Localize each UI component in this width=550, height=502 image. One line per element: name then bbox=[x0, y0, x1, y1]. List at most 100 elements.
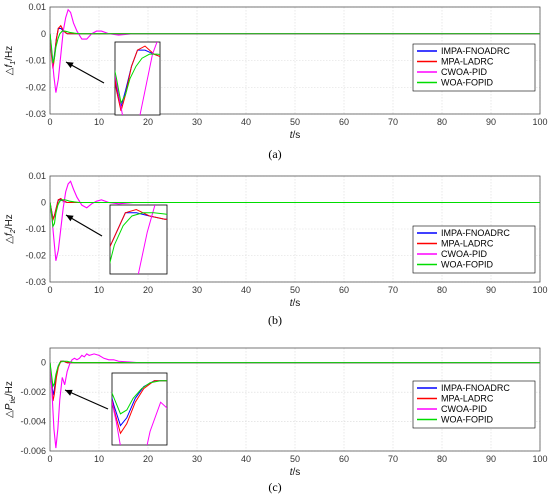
series-line-cwoa-pid bbox=[50, 8, 540, 93]
y-label-subscript: tie bbox=[10, 396, 17, 404]
inset-series-line-mpa-ladrc bbox=[115, 45, 160, 112]
arrow-head bbox=[66, 62, 74, 69]
x-tick-label: 70 bbox=[388, 285, 398, 295]
x-tick-label: 20 bbox=[143, 285, 153, 295]
inset-series-line-woa-fopid bbox=[110, 212, 167, 265]
legend-label: WOA-FOPID bbox=[441, 260, 493, 270]
y-tick-label: 0 bbox=[41, 198, 46, 208]
x-tick-label: 50 bbox=[290, 117, 300, 127]
x-tick-label: 40 bbox=[241, 285, 251, 295]
series-line-woa-fopid bbox=[50, 199, 540, 229]
x-tick-label: 10 bbox=[94, 454, 104, 464]
x-label-unit: /s bbox=[293, 130, 301, 141]
legend-label: IMPA-FNOADRC bbox=[441, 46, 510, 56]
x-tick-label: 0 bbox=[47, 117, 52, 127]
inset-series-line-impa-fnoadrc bbox=[110, 212, 167, 248]
y-label-delta: △ bbox=[4, 67, 15, 75]
x-tick-label: 70 bbox=[388, 117, 398, 127]
chart-panel-b: 0 10 20 30 40 50 60 70 80 90 100 -0.03 -0.02 -0.01 0 0.… bbox=[4, 171, 548, 327]
plot-frame bbox=[49, 347, 541, 452]
legend-label: MPA-LADRC bbox=[441, 239, 494, 249]
x-tick-label: 90 bbox=[486, 285, 496, 295]
arrow-head bbox=[66, 215, 74, 222]
legend-label: IMPA-FNOADRC bbox=[441, 383, 510, 393]
y-tick-label: -0.02 bbox=[25, 251, 46, 261]
plot-frame bbox=[49, 175, 541, 283]
y-tick-label: -0.03 bbox=[25, 277, 46, 287]
legend-label: CWOA-PID bbox=[441, 67, 487, 77]
inset-series-line-mpa-ladrc bbox=[112, 380, 167, 435]
y-axis-label: △Ptie/Hz bbox=[4, 381, 17, 418]
legend-label: CWOA-PID bbox=[441, 249, 487, 259]
x-tick-label: 70 bbox=[388, 454, 398, 464]
y-tick-label: -0.002 bbox=[20, 387, 46, 397]
x-tick-label: 40 bbox=[241, 454, 251, 464]
x-tick-label: 80 bbox=[437, 285, 447, 295]
y-tick-label: -0.006 bbox=[20, 446, 46, 456]
legend-label: WOA-FOPID bbox=[441, 415, 493, 425]
x-label-symbol: t bbox=[290, 467, 294, 478]
y-label-unit: /Hz bbox=[4, 381, 15, 396]
y-axis-label: △f2/Hz bbox=[4, 214, 17, 243]
y-label-unit: /Hz bbox=[4, 214, 15, 229]
series-line-cwoa-pid bbox=[50, 353, 540, 449]
panel-caption: (b) bbox=[268, 313, 282, 327]
x-axis-label: t/s bbox=[290, 467, 301, 478]
y-tick-label: -0.004 bbox=[20, 417, 46, 427]
y-tick-label: 0 bbox=[41, 358, 46, 368]
plot-frame bbox=[49, 6, 541, 115]
y-axis-label: △f1/Hz bbox=[4, 46, 17, 75]
y-label-subscript: 1 bbox=[10, 61, 17, 65]
x-tick-label: 10 bbox=[94, 285, 104, 295]
y-tick-label: -0.02 bbox=[25, 82, 46, 92]
x-tick-label: 50 bbox=[290, 454, 300, 464]
y-label-symbol: f bbox=[4, 232, 15, 236]
x-tick-label: 0 bbox=[47, 454, 52, 464]
series-line-woa-fopid bbox=[50, 360, 540, 389]
x-label-unit: /s bbox=[293, 467, 301, 478]
x-label-symbol: t bbox=[290, 130, 294, 141]
y-tick-label: 0.01 bbox=[28, 171, 46, 181]
legend-label: WOA-FOPID bbox=[441, 78, 493, 88]
y-tick-label: -0.01 bbox=[25, 56, 46, 66]
legend-label: CWOA-PID bbox=[441, 404, 487, 414]
y-tick-label: -0.03 bbox=[25, 109, 46, 119]
panel-caption: (c) bbox=[268, 480, 281, 494]
x-label-symbol: t bbox=[290, 298, 294, 309]
y-tick-label: 0 bbox=[41, 29, 46, 39]
x-tick-label: 60 bbox=[339, 285, 349, 295]
y-label-subscript: 2 bbox=[10, 229, 17, 234]
x-tick-label: 40 bbox=[241, 117, 251, 127]
x-tick-label: 20 bbox=[143, 454, 153, 464]
x-tick-label: 30 bbox=[192, 454, 202, 464]
y-tick-label: 0.01 bbox=[28, 2, 46, 12]
x-tick-label: 10 bbox=[94, 117, 104, 127]
inset-series-line-woa-fopid bbox=[112, 380, 167, 415]
legend-label: MPA-LADRC bbox=[441, 57, 494, 67]
arrow-line bbox=[65, 61, 105, 84]
arrow-line bbox=[64, 389, 109, 410]
x-tick-label: 30 bbox=[192, 117, 202, 127]
inset-series-line-woa-fopid bbox=[115, 53, 160, 105]
legend-label: IMPA-FNOADRC bbox=[441, 228, 510, 238]
series-line-cwoa-pid bbox=[50, 180, 540, 261]
chart-panel-c: 0 10 20 30 40 50 60 70 80 90 100 -0.006 -0.004 -0.002… bbox=[4, 347, 548, 494]
x-tick-label: 50 bbox=[290, 285, 300, 295]
x-tick-label: 80 bbox=[437, 117, 447, 127]
x-tick-label: 60 bbox=[339, 454, 349, 464]
arrow-head bbox=[65, 389, 73, 396]
x-label-unit: /s bbox=[293, 298, 301, 309]
y-tick-label: -0.01 bbox=[25, 224, 46, 234]
x-tick-label: 0 bbox=[47, 285, 52, 295]
y-label-delta: △ bbox=[4, 410, 15, 418]
legend-label: MPA-LADRC bbox=[441, 394, 494, 404]
x-tick-label: 20 bbox=[143, 117, 153, 127]
y-label-symbol: f bbox=[4, 63, 15, 67]
x-tick-label: 100 bbox=[532, 454, 547, 464]
panel-caption: (a) bbox=[268, 147, 281, 161]
chart-panel-a: 0 10 20 30 40 50 60 70 80 90 100 -0.03 -0.02 -0.01 0 0.… bbox=[4, 2, 548, 161]
x-axis-label: t/s bbox=[290, 130, 301, 141]
y-label-symbol: P bbox=[4, 403, 15, 410]
x-tick-label: 60 bbox=[339, 117, 349, 127]
